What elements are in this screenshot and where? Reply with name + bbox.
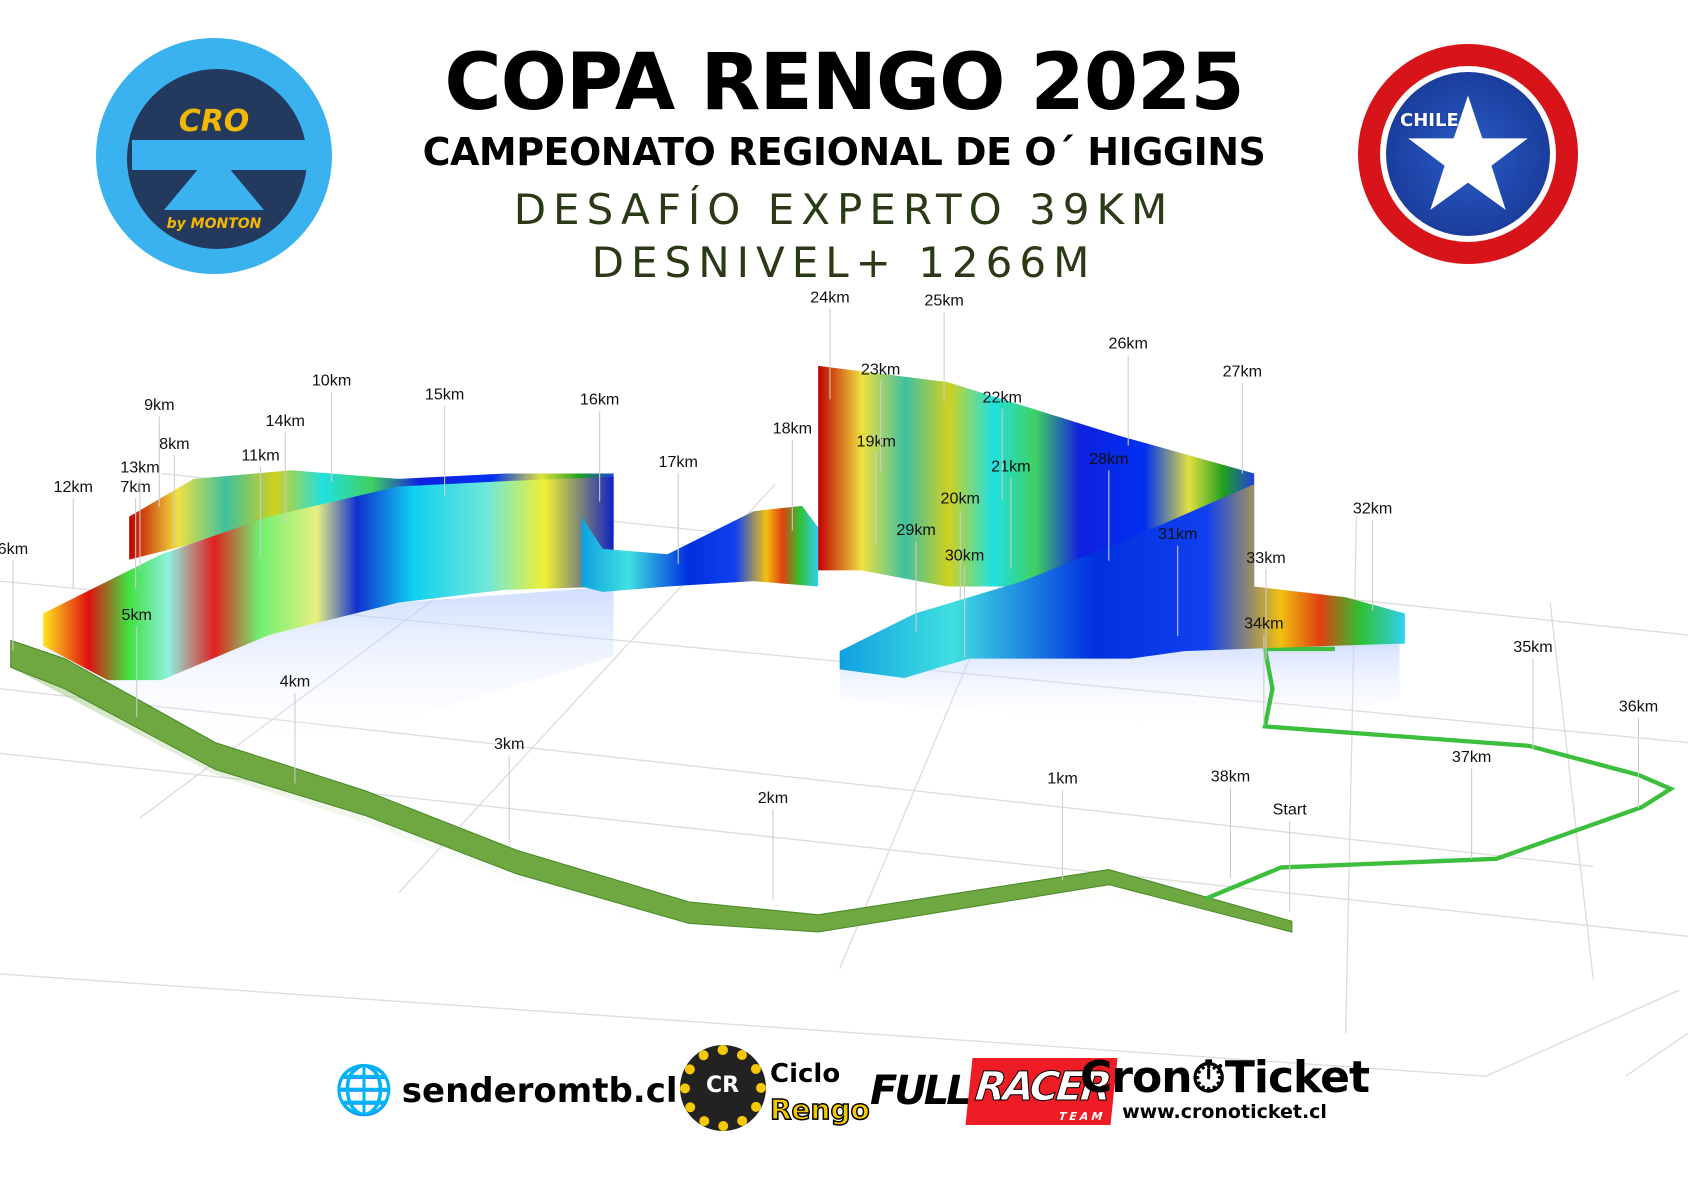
km-label: 31km <box>1158 525 1197 543</box>
km-label: 28km <box>1089 450 1128 468</box>
km-label: 13km <box>120 458 159 476</box>
km-label: 29km <box>896 521 935 539</box>
km-label: 22km <box>983 389 1022 407</box>
fedachi-logo: CHILE <box>1358 44 1578 264</box>
cro-logo-bottom: by MONTON <box>166 216 262 232</box>
full-racer-logo: FULL RACER TEAM <box>870 1058 1118 1125</box>
cro-logo: CRO by MONTON <box>96 38 332 274</box>
km-label: 18km <box>773 420 812 438</box>
km-label: 10km <box>312 371 351 389</box>
km-label: 34km <box>1244 615 1283 633</box>
km-label: 27km <box>1223 363 1262 381</box>
km-label: 26km <box>1108 335 1147 353</box>
km-label: 4km <box>280 673 310 691</box>
km-label: 16km <box>580 391 619 409</box>
km-label: 35km <box>1513 638 1552 656</box>
km-label: 9km <box>144 396 174 414</box>
elevation-gain: DESNIVEL+ 1266M <box>591 238 1097 287</box>
km-label: 5km <box>121 606 151 624</box>
route-reflection-right <box>839 640 1400 732</box>
sendero-logo: 🌐 senderomtb.cl <box>334 1064 678 1117</box>
gear-icon <box>680 1045 766 1131</box>
km-label: 7km <box>120 478 150 496</box>
km-label: 25km <box>924 292 963 310</box>
event-subtitle: CAMPEONATO REGIONAL DE O´ HIGGINS <box>422 130 1266 174</box>
km-label: 15km <box>425 385 464 403</box>
km-label: 2km <box>758 789 788 807</box>
km-label: 37km <box>1452 748 1491 766</box>
event-title: COPA RENGO 2025 <box>444 38 1244 128</box>
km-label: 20km <box>941 490 980 508</box>
km-label: 36km <box>1619 697 1658 715</box>
ciclo-rengo-logo: CR Ciclo Rengo <box>680 1045 871 1145</box>
cronoticket-logo: Cron⏱Ticket www.cronoticket.cl <box>1080 1052 1370 1123</box>
km-label: 24km <box>810 288 849 306</box>
km-label: 33km <box>1246 549 1285 567</box>
elevation-wall-front-left <box>43 476 614 681</box>
globe-cursor-icon: 🌐 <box>334 1064 394 1117</box>
km-label: 17km <box>658 453 697 471</box>
elevation-wall-middle <box>581 505 819 592</box>
elevation-wall-right <box>839 484 1405 679</box>
chile-text: CHILE <box>1400 110 1459 131</box>
route-reflection-left <box>43 586 614 754</box>
km-label: 3km <box>494 735 524 753</box>
km-label: 19km <box>857 433 896 451</box>
km-label: 32km <box>1353 499 1392 517</box>
km-label: 21km <box>991 457 1030 475</box>
star-icon <box>1408 95 1528 210</box>
km-label: 11km <box>241 447 279 465</box>
race-distance: DESAFÍO EXPERTO 39KM <box>513 185 1175 234</box>
km-markers: Start 1km 2km 3km 4km 5km 6km 7km 8km 9km 10km 11km… <box>0 288 1658 912</box>
km-label: 14km <box>266 412 305 430</box>
km-label: 1km <box>1047 769 1077 787</box>
km-label: Start <box>1273 801 1308 819</box>
route-ground-segment <box>10 639 1293 933</box>
km-label: 30km <box>945 547 984 565</box>
km-label: 8km <box>159 435 189 453</box>
km-label: 23km <box>861 361 900 379</box>
km-label: 6km <box>0 540 28 558</box>
km-label: 38km <box>1211 767 1250 785</box>
km-label: 12km <box>53 478 92 496</box>
cro-logo-text: CRO <box>178 104 250 139</box>
cro-logo-mountain-icon <box>164 150 264 210</box>
